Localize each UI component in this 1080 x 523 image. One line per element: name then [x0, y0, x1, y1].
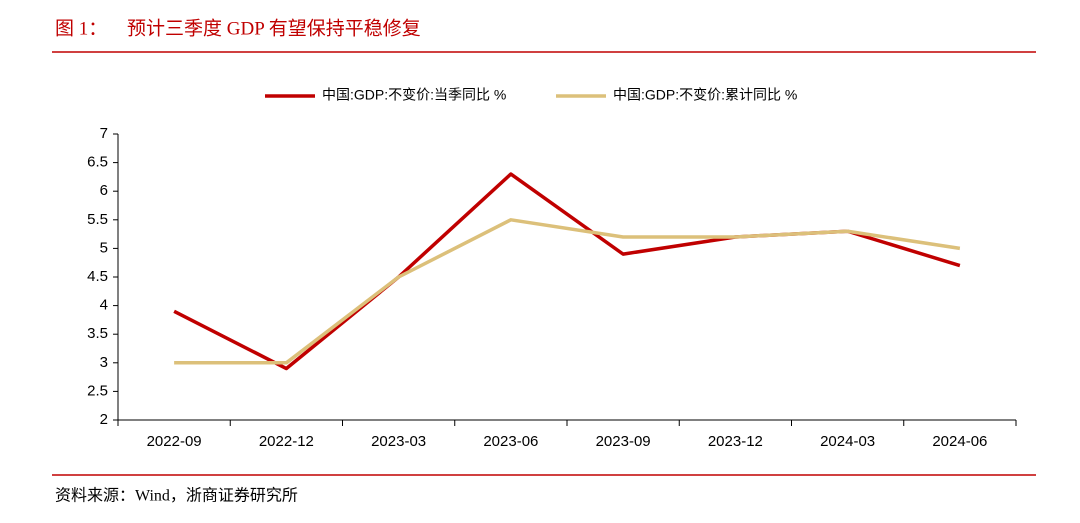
y-tick-label: 6.5 [87, 154, 108, 171]
y-tick-label: 7 [100, 125, 108, 142]
y-tick-label: 5.5 [87, 211, 108, 228]
series-line [174, 218, 961, 365]
x-tick-label: 2024-06 [932, 433, 987, 450]
x-tick-label: 2022-09 [147, 433, 202, 450]
chart-title: 预计三季度 GDP 有望保持平稳修复 [127, 17, 421, 39]
y-tick-label: 5 [100, 239, 108, 256]
y-tick-label: 2.5 [87, 382, 108, 399]
y-tick-label: 4 [100, 297, 108, 314]
y-tick-label: 4.5 [87, 268, 108, 285]
x-tick-label: 2023-06 [483, 433, 538, 450]
x-tick-label: 2024-03 [820, 433, 875, 450]
legend-label: 中国:GDP:不变价:当季同比 % [322, 87, 506, 103]
series-line [173, 172, 961, 371]
legend-label: 中国:GDP:不变价:累计同比 % [613, 87, 797, 103]
x-tick-label: 2023-12 [708, 433, 763, 450]
y-tick-label: 2 [100, 411, 108, 428]
y-tick-label: 6 [100, 182, 108, 199]
y-tick-label: 3.5 [87, 325, 108, 342]
source-note: 资料来源：Wind，浙商证券研究所 [55, 487, 298, 505]
figure-label: 图 1： [55, 18, 107, 39]
y-tick-label: 3 [100, 354, 108, 371]
x-tick-label: 2022-12 [259, 433, 314, 450]
x-tick-label: 2023-09 [596, 433, 651, 450]
x-tick-label: 2023-03 [371, 433, 426, 450]
